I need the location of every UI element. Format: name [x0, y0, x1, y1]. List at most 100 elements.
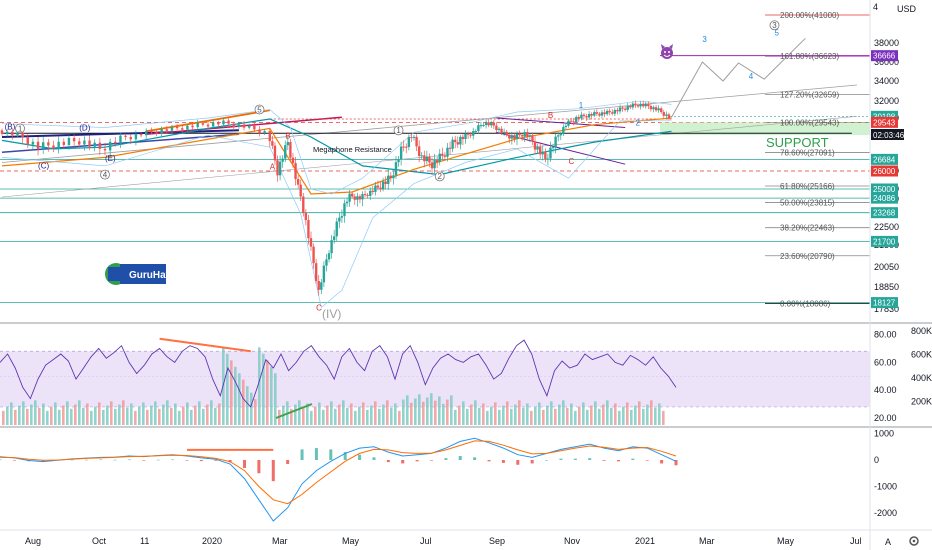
volume-bar: [170, 407, 173, 425]
macd-histogram-bar: [12, 460, 16, 461]
currency-label[interactable]: USD: [897, 4, 917, 14]
candle-body: [284, 145, 287, 159]
candle-body: [291, 157, 295, 164]
macd-histogram-bar: [329, 449, 333, 460]
candle-body: [667, 114, 671, 119]
candle-body: [263, 131, 266, 134]
macd-histogram-bar: [257, 460, 261, 474]
volume-bar: [258, 347, 261, 425]
candle-body: [276, 160, 279, 176]
candle-body: [536, 146, 539, 150]
volume-bar: [586, 409, 589, 425]
volume-bar: [530, 410, 533, 425]
volume-bar: [342, 400, 345, 425]
candle-body: [16, 132, 19, 136]
price-badge-label: 25000: [873, 185, 896, 194]
volume-bar: [130, 403, 133, 425]
price-badge: [871, 192, 898, 204]
candle-body: [129, 137, 132, 140]
volume-bar: [550, 401, 553, 425]
price-tick-label: 36000: [874, 57, 899, 67]
candle-body: [585, 116, 588, 118]
candle-body: [497, 128, 501, 131]
macd-histogram-bar: [127, 459, 131, 461]
candle-body: [567, 120, 570, 126]
candle-body: [623, 108, 627, 110]
candle-body: [186, 125, 189, 130]
candle-body: [461, 136, 465, 140]
macd-histogram-bar: [545, 460, 549, 461]
candle-body: [379, 187, 382, 190]
volume-bar: [382, 404, 385, 425]
candle-body: [253, 125, 256, 130]
candle-body: [114, 141, 117, 144]
candle-body: [165, 129, 168, 131]
candle-body: [330, 240, 333, 254]
price-tick-label: 17830: [874, 304, 899, 314]
candle-body: [93, 142, 96, 147]
rsi-tick-label: 80.00: [874, 330, 897, 340]
volume-bar: [10, 402, 13, 425]
time-tick-label: Mar: [699, 536, 715, 546]
fib-level-label: 23.60%(20790): [780, 252, 835, 261]
macd-histogram-bar: [70, 459, 74, 461]
volume-bar: [402, 399, 405, 425]
macd-histogram-bar: [516, 460, 520, 465]
rsi-line: [0, 339, 677, 408]
candle-body: [273, 145, 277, 161]
volume-bar: [226, 353, 229, 425]
volume-bar: [582, 402, 585, 425]
volume-bar: [334, 408, 337, 425]
volume-bar: [426, 397, 429, 425]
candle-body: [598, 113, 601, 116]
candle-body: [134, 133, 138, 140]
axis-a-toggle[interactable]: A: [885, 537, 891, 547]
macd-histogram-bar: [487, 460, 491, 462]
candle-body: [472, 131, 475, 136]
support-label: SUPPORT: [766, 135, 829, 150]
settings-gear-icon[interactable]: [909, 536, 919, 546]
volume-bar: [390, 407, 393, 425]
macd-histogram-bar: [501, 460, 505, 463]
volume-bar: [106, 405, 109, 425]
volume-bar: [618, 410, 621, 425]
candle-body: [201, 123, 205, 125]
volume-bar: [518, 400, 521, 425]
volume-bar: [398, 410, 401, 425]
candle-body: [348, 193, 351, 202]
volume-bar: [438, 396, 441, 425]
candle-body: [302, 196, 305, 213]
volume-bar: [158, 408, 161, 425]
macd-histogram-bar: [415, 460, 419, 462]
candle-body: [417, 146, 421, 156]
candle-body: [399, 146, 403, 160]
candle-body: [549, 147, 552, 159]
candle-body: [322, 265, 326, 283]
price-badge-label: 26684: [873, 155, 896, 164]
candle-body: [312, 246, 315, 264]
fib-level-label: 100.00%(29543): [780, 118, 839, 127]
candle-body: [392, 175, 395, 179]
corner-label-top: 4: [873, 2, 878, 12]
price-badge-label: 29543: [873, 118, 896, 127]
volume-bar: [294, 404, 297, 425]
macd-histogram-bar: [84, 459, 88, 461]
volume-bar: [446, 399, 449, 425]
macd-histogram-bar: [660, 460, 664, 464]
macd-histogram-bar: [631, 458, 635, 460]
candle-body: [636, 105, 640, 107]
candle-body: [492, 122, 496, 126]
time-tick-label: Aug: [25, 536, 41, 546]
volume-bar: [418, 394, 421, 425]
wave-label: 2: [635, 119, 640, 128]
candle-body: [374, 185, 377, 192]
macd-histogram-bar: [559, 458, 563, 460]
volume-tick-label: 800K: [911, 326, 932, 336]
volume-bar: [238, 373, 241, 425]
price-tick-label: 32000: [874, 96, 899, 106]
candle-body: [562, 127, 565, 135]
candle-body: [145, 130, 148, 136]
candle-body: [376, 185, 380, 188]
candle-body: [526, 132, 529, 137]
